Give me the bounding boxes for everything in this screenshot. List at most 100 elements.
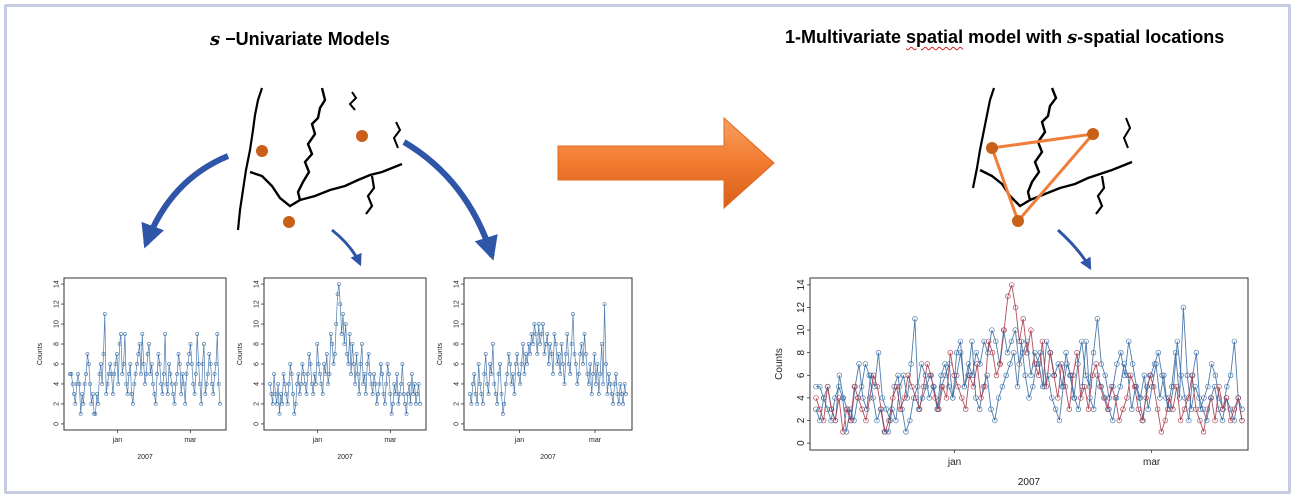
data-point [1043, 338, 1050, 345]
data-point [938, 372, 944, 379]
data-point [1011, 349, 1017, 356]
data-point [959, 395, 965, 401]
map-border-2 [1029, 160, 1133, 202]
data-point [296, 372, 301, 376]
data-point [140, 332, 145, 336]
data-point [1030, 383, 1036, 390]
data-point [1224, 383, 1230, 390]
data-point [105, 382, 110, 386]
data-point [481, 401, 485, 406]
data-point [353, 382, 358, 386]
data-point [343, 322, 348, 326]
data-point [192, 392, 197, 396]
data-point [468, 392, 472, 396]
data-point [1235, 395, 1241, 401]
data-point [1043, 383, 1049, 390]
data-point [856, 361, 862, 367]
data-point [1001, 327, 1007, 333]
data-point [943, 395, 950, 401]
data-point [1101, 395, 1107, 401]
data-point [169, 382, 174, 386]
data-point [327, 372, 332, 376]
data-point [1149, 383, 1155, 390]
data-point [913, 395, 919, 401]
data-point [969, 338, 975, 345]
data-point [1193, 406, 1199, 412]
site-triangle [989, 131, 1097, 224]
data-point [1147, 372, 1153, 379]
data-point [210, 382, 214, 386]
data-point [847, 406, 853, 412]
data-point [1151, 361, 1158, 367]
data-point [576, 372, 581, 376]
data-point [602, 302, 607, 307]
data-point [392, 382, 397, 386]
chart-svg: 0 2 4 6 8 10 12 14 Counts jan mar 2007 [774, 277, 1249, 488]
data-point [609, 392, 614, 396]
data-point [954, 349, 960, 356]
data-point [109, 372, 114, 376]
data-point [1212, 417, 1218, 424]
data-point [919, 395, 926, 401]
data-point [301, 372, 306, 376]
data-point [918, 361, 925, 367]
data-point [1090, 349, 1097, 356]
map-border-3 [1095, 175, 1106, 215]
data-point [995, 395, 1002, 401]
data-point [89, 401, 94, 406]
data-point [989, 349, 996, 356]
x-tick-label: mar [1143, 457, 1161, 468]
data-point [204, 382, 209, 386]
data-point [963, 406, 969, 412]
title-symbol: s [1067, 27, 1078, 48]
data-point [581, 362, 586, 366]
data-point [69, 372, 74, 376]
data-point [397, 392, 402, 396]
data-point [124, 382, 129, 386]
title-suffix: locations [1140, 27, 1225, 47]
data-point [508, 362, 513, 366]
data-point [883, 406, 890, 412]
data-point [813, 395, 819, 401]
data-point [372, 372, 377, 376]
data-point [1220, 406, 1226, 412]
data-point [172, 401, 177, 406]
data-point [473, 392, 478, 396]
data-point [614, 372, 618, 376]
data-point [1227, 372, 1234, 379]
y-tick-label: 6 [796, 372, 807, 378]
y-tick-label: 14 [53, 280, 60, 288]
data-point [161, 372, 166, 376]
data-point [1181, 406, 1188, 412]
data-point [1231, 406, 1237, 412]
data-point [331, 362, 336, 366]
data-point [950, 395, 956, 401]
data-point [1055, 361, 1061, 367]
data-point [1227, 417, 1234, 424]
data-point [525, 362, 530, 366]
data-point [84, 372, 89, 376]
univariate-title: s −Univariate Models [210, 29, 390, 50]
site-dot-1 [256, 145, 268, 157]
data-point [551, 372, 555, 376]
data-point [145, 352, 150, 356]
data-point [208, 362, 213, 366]
data-point [413, 401, 418, 406]
data-point [555, 362, 560, 366]
chart-svg: 0 2 4 6 8 10 12 14 Counts jan mar 2007 [437, 277, 633, 461]
data-point [506, 352, 511, 356]
data-point [521, 342, 525, 346]
data-point [851, 383, 858, 390]
data-point [311, 392, 316, 396]
data-point [191, 382, 196, 386]
data-point [847, 417, 854, 424]
data-point [515, 352, 520, 356]
data-point [1176, 395, 1183, 401]
data-point [817, 417, 823, 424]
y-tick-label: 10 [253, 320, 260, 328]
data-point [269, 392, 274, 396]
data-point [97, 372, 102, 376]
data-point [817, 406, 823, 412]
data-point [908, 361, 914, 367]
data-point [268, 382, 272, 386]
